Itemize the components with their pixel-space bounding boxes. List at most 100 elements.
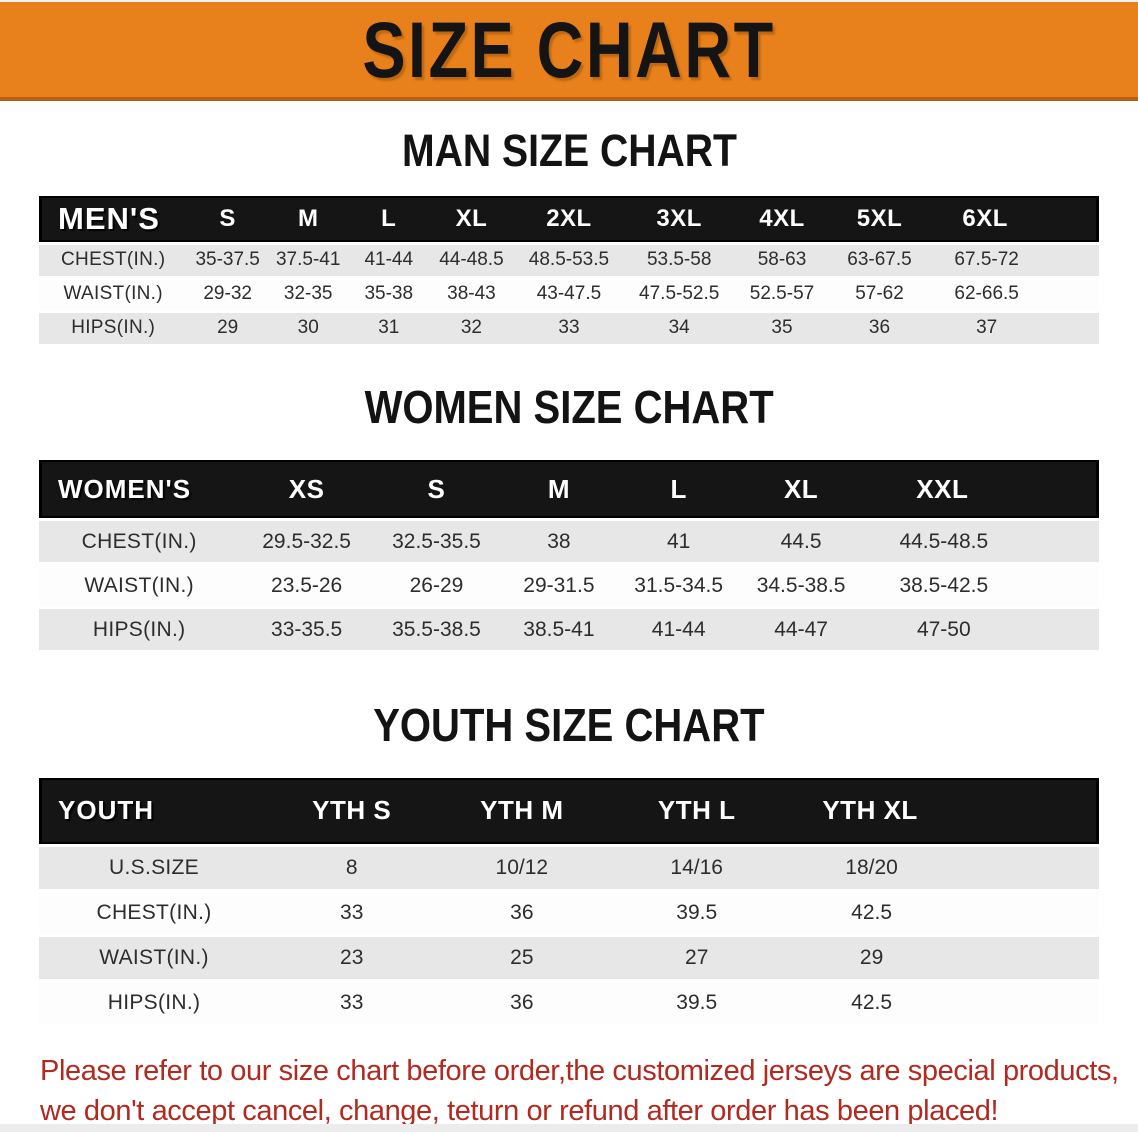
women-section-heading: WOMEN SIZE CHART xyxy=(0,380,1138,433)
cell-value: 10/12 xyxy=(434,846,610,889)
cell-value: 29.5-32.5 xyxy=(239,521,374,563)
size-column-header: YTH M xyxy=(434,777,610,844)
cell-value: 23 xyxy=(269,936,435,979)
size-column-header: XXL xyxy=(863,460,1099,519)
cell-value: 36 xyxy=(434,891,610,934)
cell-value: 38-43 xyxy=(429,278,514,310)
cell-value: 32.5-35.5 xyxy=(373,521,500,563)
cell-value: 41-44 xyxy=(618,609,739,651)
row-label: HIPS(IN.) xyxy=(39,981,270,1024)
row-label: WAIST(IN.) xyxy=(39,936,270,979)
row-label: WAIST(IN.) xyxy=(39,278,188,310)
cell-value: 43-47.5 xyxy=(513,278,625,310)
cell-value: 44.5 xyxy=(738,521,864,563)
cell-value: 62-66.5 xyxy=(929,278,1099,310)
cell-value: 33 xyxy=(513,312,625,344)
size-column-header: L xyxy=(348,195,430,242)
cell-value: 32-35 xyxy=(267,278,349,310)
measurement-row: WAIST(IN.) 23 25 27 29 xyxy=(39,936,1099,979)
women-size-table: WOMEN'S XS S M L XL XXL CHEST(IN.) 29.5-32.5 32.5… xyxy=(39,457,1099,653)
cell-value: 33 xyxy=(269,981,435,1024)
cell-value: 63-67.5 xyxy=(829,244,930,276)
size-column-header: 5XL xyxy=(829,195,930,242)
cell-value: 39.5 xyxy=(609,891,785,934)
cell-value: 41 xyxy=(618,521,739,563)
cell-value: 39.5 xyxy=(609,981,785,1024)
size-column-header: S xyxy=(187,195,268,242)
cell-value: 37.5-41 xyxy=(267,244,349,276)
cell-value: 27 xyxy=(609,936,785,979)
women-section-heading-text: WOMEN SIZE CHART xyxy=(364,380,774,433)
size-column-header: M xyxy=(267,195,349,242)
cell-value: 47-50 xyxy=(863,609,1099,651)
cell-value: 41-44 xyxy=(348,244,430,276)
row-label: CHEST(IN.) xyxy=(39,244,188,276)
measurement-row: WAIST(IN.) 23.5-26 26-29 29-31.5 31.5-34.5 34… xyxy=(39,565,1099,607)
policy-line-2: we don't accept cancel, change, teturn o… xyxy=(40,1094,999,1127)
cell-value: 30 xyxy=(267,312,349,344)
size-column-header: S xyxy=(373,460,500,519)
cell-value: 31.5-34.5 xyxy=(618,565,739,607)
measurement-row: HIPS(IN.) 29 30 31 32 33 34 35 36 37 xyxy=(39,312,1099,344)
measurement-row: HIPS(IN.) 33 36 39.5 42.5 xyxy=(39,981,1099,1024)
measurement-row: CHEST(IN.) 35-37.5 37.5-41 41-44 44-48.5 48.5… xyxy=(39,244,1099,276)
cell-value: 42.5 xyxy=(784,981,1099,1024)
men-section-heading-text: MAN SIZE CHART xyxy=(401,125,737,176)
size-column-header: 4XL xyxy=(734,195,830,242)
size-column-header: XL xyxy=(429,195,514,242)
men-section-heading: MAN SIZE CHART xyxy=(0,125,1138,176)
youth-section: YOUTH SIZE CHART YOUTH YTH S YTH M YTH L YTH… xyxy=(0,701,1138,1027)
cell-value: 14/16 xyxy=(609,846,785,889)
row-label: CHEST(IN.) xyxy=(39,891,270,934)
cell-value: 47.5-52.5 xyxy=(624,278,735,310)
measurement-row: CHEST(IN.) 29.5-32.5 32.5-35.5 38 41 44.5 44.5… xyxy=(39,521,1099,563)
table-group-label: YOUTH xyxy=(39,777,270,844)
cell-value: 35 xyxy=(734,312,830,344)
cell-value: 38 xyxy=(499,521,619,563)
cell-value: 36 xyxy=(434,981,610,1024)
bottom-edge-strip xyxy=(0,1124,1138,1132)
size-header-row: YOUTH YTH S YTH M YTH L YTH XL xyxy=(39,777,1099,844)
cell-value: 34.5-38.5 xyxy=(738,565,864,607)
cell-value: 34 xyxy=(624,312,735,344)
cell-value: 29-31.5 xyxy=(499,565,619,607)
table-group-label: WOMEN'S xyxy=(39,460,240,519)
cell-value: 38.5-42.5 xyxy=(863,565,1099,607)
banner-title: SIZE CHART xyxy=(362,5,776,94)
size-header-row: WOMEN'S XS S M L XL XXL xyxy=(39,460,1099,519)
cell-value: 31 xyxy=(348,312,430,344)
cell-value: 42.5 xyxy=(784,891,1099,934)
row-label: HIPS(IN.) xyxy=(39,312,188,344)
size-column-header: 2XL xyxy=(513,195,625,242)
youth-size-table: YOUTH YTH S YTH M YTH L YTH XL U.S.SIZE 8 10/12… xyxy=(39,775,1099,1027)
row-label: CHEST(IN.) xyxy=(39,521,240,563)
cell-value: 23.5-26 xyxy=(239,565,374,607)
cell-value: 53.5-58 xyxy=(624,244,735,276)
cell-value: 44.5-48.5 xyxy=(863,521,1099,563)
cell-value: 48.5-53.5 xyxy=(513,244,625,276)
measurement-row: U.S.SIZE 8 10/12 14/16 18/20 xyxy=(39,846,1099,889)
cell-value: 44-47 xyxy=(738,609,864,651)
cell-value: 58-63 xyxy=(734,244,830,276)
cell-value: 37 xyxy=(929,312,1099,344)
cell-value: 29 xyxy=(187,312,268,344)
men-section: MAN SIZE CHART MEN'S S M L XL 2XL 3XL 4XL 5XL 6XL… xyxy=(0,125,1138,347)
men-size-table: MEN'S S M L XL 2XL 3XL 4XL 5XL 6XL CHEST(IN.) 35-37… xyxy=(39,193,1099,347)
cell-value: 35.5-38.5 xyxy=(373,609,500,651)
row-label: WAIST(IN.) xyxy=(39,565,240,607)
measurement-row: WAIST(IN.) 29-32 32-35 35-38 38-43 43-47.5 47.… xyxy=(39,278,1099,310)
cell-value: 29 xyxy=(784,936,1099,979)
table-group-label: MEN'S xyxy=(39,195,188,242)
cell-value: 36 xyxy=(829,312,930,344)
cell-value: 67.5-72 xyxy=(929,244,1099,276)
youth-section-heading-text: YOUTH SIZE CHART xyxy=(373,699,765,752)
cell-value: 38.5-41 xyxy=(499,609,619,651)
cell-value: 35-38 xyxy=(348,278,430,310)
size-column-header: M xyxy=(499,460,619,519)
size-column-header: 3XL xyxy=(624,195,735,242)
measurement-row: CHEST(IN.) 33 36 39.5 42.5 xyxy=(39,891,1099,934)
cell-value: 29-32 xyxy=(187,278,268,310)
cell-value: 26-29 xyxy=(373,565,500,607)
row-label: U.S.SIZE xyxy=(39,846,270,889)
